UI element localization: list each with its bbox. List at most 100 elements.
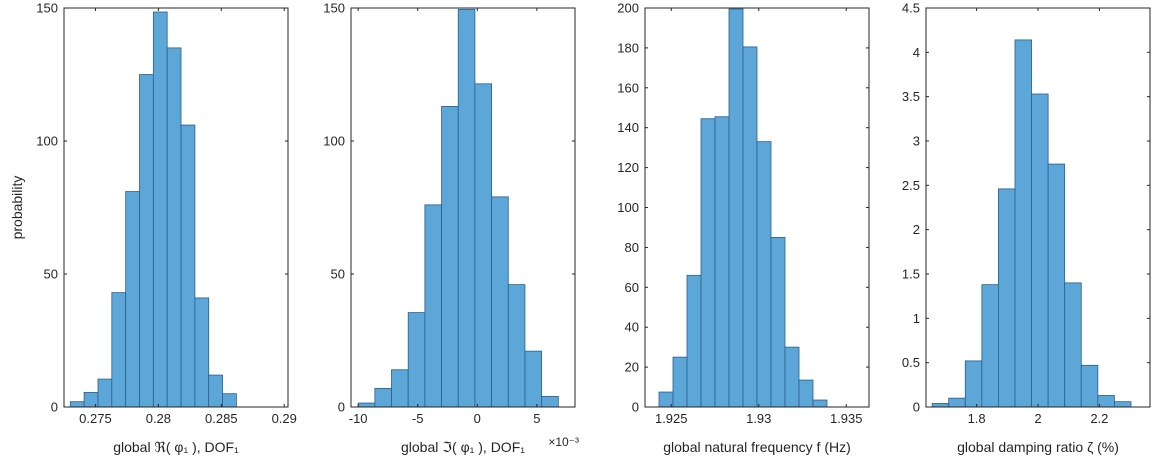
y-tick-label: 4.5 xyxy=(902,1,920,16)
histogram-bar xyxy=(152,11,168,408)
histogram-bar xyxy=(1080,364,1099,408)
y-tick-label: 100 xyxy=(617,200,639,215)
histogram-bar xyxy=(728,8,744,408)
y-tick-label: 50 xyxy=(44,267,58,282)
y-tick-label: 0 xyxy=(913,400,920,415)
histogram-bar xyxy=(208,374,223,408)
histogram-bar xyxy=(798,379,814,408)
x-axis-label: global natural frequency f (Hz) xyxy=(663,439,851,455)
x-tick-label: 1.925 xyxy=(655,411,688,426)
y-tick-label: 0 xyxy=(632,400,639,415)
histogram-bar xyxy=(180,124,196,408)
y-tick-label: 4 xyxy=(913,45,920,60)
y-tick-label: 140 xyxy=(617,120,639,135)
histogram-bar xyxy=(1097,395,1115,408)
histogram-bar xyxy=(1014,39,1032,408)
y-tick-label: 60 xyxy=(625,280,639,295)
histogram-bar xyxy=(474,83,492,408)
histogram-bar xyxy=(424,204,442,408)
x-tick-label: 0.275 xyxy=(79,411,112,426)
x-tick-label: 2.2 xyxy=(1090,411,1108,426)
y-tick-label: 3 xyxy=(913,134,920,149)
x-axis-label: global damping ratio ζ (%) xyxy=(957,439,1119,455)
y-tick-label: 2.5 xyxy=(902,178,920,193)
x-tick-label: 5 xyxy=(533,411,540,426)
y-tick-label: 50 xyxy=(331,267,345,282)
y-tick-label: 1.5 xyxy=(902,267,920,282)
histogram-bar xyxy=(407,312,426,408)
histogram-bar xyxy=(69,401,85,408)
panel-damping-ratio: 1.8 2 2.2 0 0.5 1 1.5 2 2.5 3 3.5 4 4.5 global dampin… xyxy=(902,1,1151,455)
histogram-bar xyxy=(125,191,140,408)
y-tick-label: 180 xyxy=(617,40,639,55)
x-tick-label: 0.285 xyxy=(205,411,238,426)
histogram-bar xyxy=(1064,282,1082,408)
x-tick-label: 1.935 xyxy=(830,411,863,426)
y-tick-label: 150 xyxy=(323,1,345,16)
x-tick-label: 0.28 xyxy=(146,411,171,426)
histogram-bar xyxy=(374,387,392,408)
histogram-bar xyxy=(1047,163,1066,408)
y-tick-label: 150 xyxy=(36,1,58,16)
histogram-bar xyxy=(756,141,772,408)
histogram-bar xyxy=(742,46,758,408)
y-tick-label: 40 xyxy=(625,320,639,335)
y-tick-label: 0 xyxy=(338,400,345,415)
histogram-bar xyxy=(948,397,966,408)
y-tick-label: 0 xyxy=(51,400,58,415)
histogram-bar xyxy=(931,403,950,408)
y-tick-label: 160 xyxy=(617,80,639,95)
x-tick-label: 1.93 xyxy=(746,411,771,426)
histogram-bar xyxy=(441,106,459,408)
x-tick-label: -10 xyxy=(349,411,368,426)
x-axis-label: global ℑ( φ₁ ), DOF₁ xyxy=(401,439,525,455)
x-tick-label: 2 xyxy=(1034,411,1041,426)
x-tick-label: 0 xyxy=(474,411,481,426)
histogram-bar xyxy=(672,356,688,408)
y-tick-label: 3.5 xyxy=(902,89,920,104)
histogram-bar xyxy=(784,346,800,408)
histogram-bar xyxy=(507,284,526,408)
y-tick-label: 20 xyxy=(625,360,639,375)
histogram-bar xyxy=(222,393,237,408)
histogram-bar xyxy=(457,8,476,408)
y-tick-label: 2 xyxy=(913,222,920,237)
y-tick-label: 80 xyxy=(625,240,639,255)
axes-box xyxy=(350,7,576,408)
histogram-bar xyxy=(964,360,983,408)
histogram-bar xyxy=(97,378,113,408)
histogram-bar xyxy=(524,350,543,408)
histogram-bar xyxy=(391,369,409,408)
x-tick-label: 1.8 xyxy=(968,411,986,426)
axes-box xyxy=(63,7,289,408)
histogram-bar xyxy=(700,118,716,408)
x-tick-label: 0.29 xyxy=(272,411,297,426)
x-axis-label: global ℜ( φ₁ ), DOF₁ xyxy=(113,439,239,455)
y-tick-label: 0.5 xyxy=(902,355,920,370)
x-tick-label: -5 xyxy=(412,411,424,426)
histogram-bar xyxy=(686,274,702,408)
histogram-bar xyxy=(714,116,730,408)
y-tick-label: 200 xyxy=(617,1,639,16)
histogram-bar xyxy=(491,196,509,408)
histogram-bar xyxy=(1031,93,1049,408)
panel-natural-frequency: 1.925 1.93 1.935 0 20 40 60 80 100 120 140 160 180 20… xyxy=(617,1,870,455)
histogram-bar xyxy=(812,399,828,408)
x-axis-exponent: ×10⁻³ xyxy=(548,435,579,449)
histogram-bar xyxy=(770,237,786,408)
y-tick-label: 120 xyxy=(617,160,639,175)
y-axis-label: probability xyxy=(9,176,25,240)
histogram-bar xyxy=(1114,401,1132,408)
histogram-bar xyxy=(111,292,127,408)
histogram-bar xyxy=(541,395,559,408)
histogram-bar xyxy=(981,284,999,408)
panel-real-part: 0.275 0.28 0.285 0.29 0 50 100 150 global ℜ( φ₁ … xyxy=(9,1,297,456)
histogram-bar xyxy=(357,402,376,408)
histogram-bar xyxy=(194,297,210,408)
y-tick-label: 1 xyxy=(913,311,920,326)
histogram-bar xyxy=(998,188,1016,408)
y-tick-label: 100 xyxy=(36,134,58,149)
histogram-bar xyxy=(166,47,182,408)
